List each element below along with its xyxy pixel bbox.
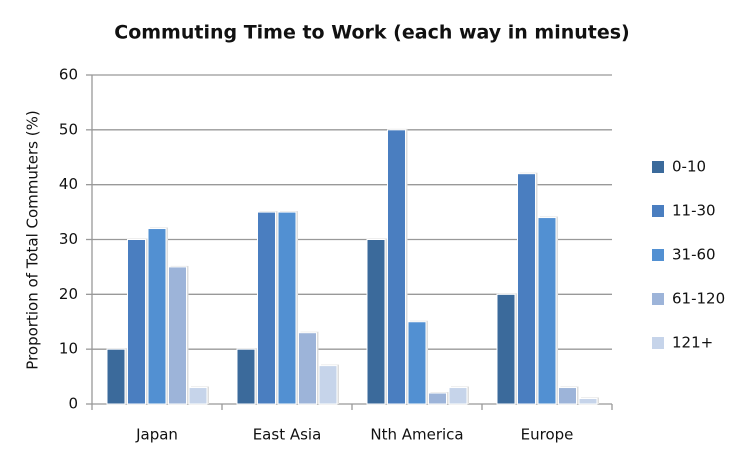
bar (236, 348, 256, 405)
x-tick-label: East Asia (253, 426, 322, 444)
legend-swatch (652, 161, 664, 173)
bar (188, 387, 208, 405)
bar (578, 398, 598, 405)
chart-title: Commuting Time to Work (each way in minu… (114, 22, 630, 44)
x-tick-label: Nth America (370, 426, 463, 444)
legend-swatch (652, 337, 664, 349)
legend-label: 121+ (672, 334, 713, 352)
bar (428, 392, 447, 405)
bar (366, 239, 386, 405)
y-tick-label: 20 (59, 285, 78, 303)
bar (537, 217, 557, 405)
bar (147, 228, 167, 405)
bar (496, 293, 516, 405)
legend-swatch (652, 205, 664, 217)
bar (257, 211, 276, 405)
legend-label: 11-30 (672, 202, 716, 220)
x-tick-label: Japan (135, 426, 178, 444)
bar (448, 387, 468, 405)
legend-label: 61-120 (672, 290, 725, 308)
bar (517, 173, 536, 405)
y-tick-label: 40 (59, 175, 78, 193)
y-tick-label: 0 (68, 395, 78, 413)
bar (298, 332, 317, 405)
bar (168, 266, 187, 405)
bar (387, 129, 406, 405)
y-tick-label: 60 (59, 66, 78, 84)
y-tick-label: 30 (59, 230, 78, 248)
bar (106, 348, 126, 405)
x-tick-label: Europe (521, 426, 574, 444)
bar (127, 239, 146, 405)
y-tick-label: 10 (59, 340, 78, 358)
legend-swatch (652, 293, 664, 305)
bar (558, 387, 577, 405)
bar (407, 321, 427, 405)
bar (277, 211, 297, 405)
legend-label: 0-10 (672, 158, 706, 176)
bar (318, 365, 338, 405)
legend-label: 31-60 (672, 246, 716, 264)
y-axis-label: Proportion of Total Commuters (%) (24, 110, 42, 369)
legend-swatch (652, 249, 664, 261)
y-tick-label: 50 (59, 120, 78, 138)
